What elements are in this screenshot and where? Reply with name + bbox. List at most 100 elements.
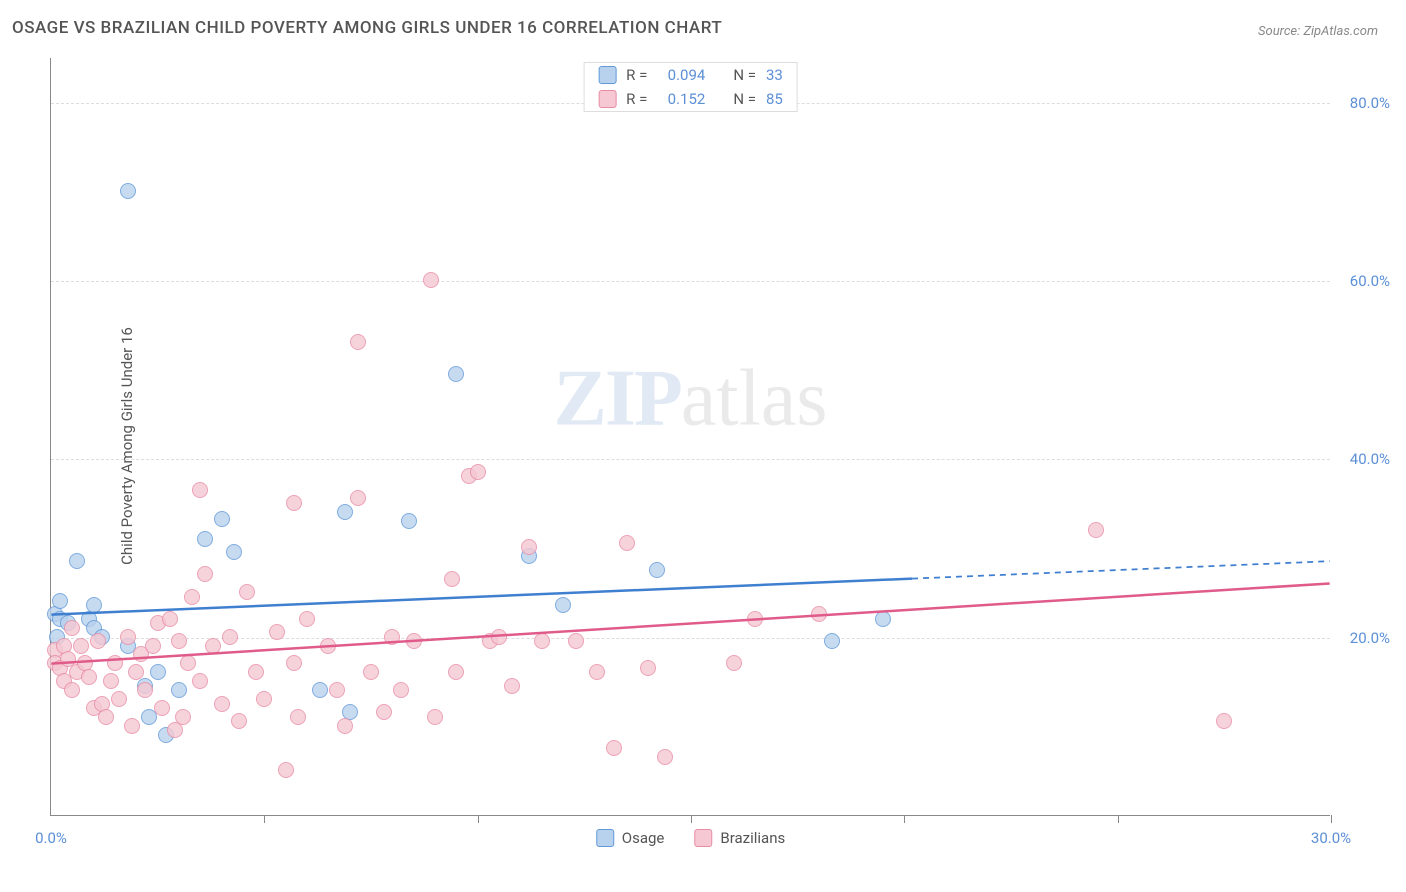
- scatter-point: [875, 611, 891, 627]
- source-name: ZipAtlas.com: [1303, 24, 1378, 39]
- series-legend-item: Brazilians: [694, 829, 785, 847]
- scatter-point: [286, 495, 302, 511]
- scatter-point: [86, 597, 102, 613]
- scatter-point: [205, 638, 221, 654]
- plot-area: ZIPatlas R =0.094N =33R =0.152N =85 Osag…: [50, 58, 1330, 816]
- series-name: Brazilians: [720, 829, 785, 847]
- scatter-point: [120, 629, 136, 645]
- r-value: 0.152: [657, 90, 705, 108]
- scatter-point: [128, 664, 144, 680]
- series-name: Osage: [622, 829, 665, 847]
- scatter-point: [226, 544, 242, 560]
- series-legend: Osage Brazilians: [596, 829, 785, 847]
- scatter-point: [320, 638, 336, 654]
- scatter-point: [521, 539, 537, 555]
- series-legend-item: Osage: [596, 829, 665, 847]
- x-tick: [1118, 815, 1119, 823]
- scatter-point: [619, 535, 635, 551]
- r-label: R =: [626, 66, 647, 84]
- legend-color-chip: [598, 66, 616, 84]
- scatter-point: [448, 366, 464, 382]
- y-tick-label: 20.0%: [1350, 629, 1390, 647]
- r-label: R =: [626, 90, 647, 108]
- source-attribution: Source: ZipAtlas.com: [1258, 24, 1378, 39]
- scatter-point: [214, 696, 230, 712]
- scatter-point: [747, 611, 763, 627]
- scatter-point: [154, 700, 170, 716]
- scatter-point: [180, 655, 196, 671]
- scatter-point: [197, 531, 213, 547]
- stats-legend-row: R =0.152N =85: [584, 87, 797, 111]
- scatter-point: [73, 638, 89, 654]
- x-tick: [904, 815, 905, 823]
- scatter-point: [824, 633, 840, 649]
- scatter-point: [312, 682, 328, 698]
- scatter-point: [649, 562, 665, 578]
- legend-color-chip: [694, 829, 712, 847]
- scatter-point: [470, 464, 486, 480]
- scatter-point: [329, 682, 345, 698]
- scatter-point: [103, 673, 119, 689]
- scatter-point: [81, 669, 97, 685]
- scatter-point: [192, 482, 208, 498]
- scatter-point: [406, 633, 422, 649]
- trend-line-extrapolated: [912, 561, 1330, 578]
- scatter-point: [192, 673, 208, 689]
- scatter-point: [555, 597, 571, 613]
- scatter-point: [427, 709, 443, 725]
- scatter-point: [376, 704, 392, 720]
- scatter-point: [171, 682, 187, 698]
- y-tick-label: 80.0%: [1350, 94, 1390, 112]
- trend-line: [51, 579, 912, 615]
- scatter-point: [444, 571, 460, 587]
- scatter-point: [504, 678, 520, 694]
- y-tick-label: 60.0%: [1350, 272, 1390, 290]
- scatter-point: [384, 629, 400, 645]
- scatter-point: [350, 334, 366, 350]
- scatter-point: [290, 709, 306, 725]
- gridline: [51, 459, 1330, 460]
- scatter-point: [657, 749, 673, 765]
- scatter-point: [231, 713, 247, 729]
- source-prefix: Source:: [1258, 24, 1303, 39]
- scatter-point: [175, 709, 191, 725]
- scatter-point: [278, 762, 294, 778]
- scatter-point: [811, 606, 827, 622]
- scatter-point: [423, 272, 439, 288]
- scatter-point: [534, 633, 550, 649]
- scatter-point: [393, 682, 409, 698]
- legend-color-chip: [596, 829, 614, 847]
- scatter-point: [52, 593, 68, 609]
- scatter-point: [124, 718, 140, 734]
- scatter-point: [337, 718, 353, 734]
- r-value: 0.094: [657, 66, 705, 84]
- scatter-point: [640, 660, 656, 676]
- x-tick-label: 0.0%: [35, 829, 67, 847]
- scatter-point: [162, 611, 178, 627]
- scatter-point: [350, 490, 366, 506]
- stats-legend: R =0.094N =33R =0.152N =85: [583, 62, 798, 112]
- scatter-point: [401, 513, 417, 529]
- watermark-zip: ZIP: [554, 354, 681, 442]
- scatter-point: [248, 664, 264, 680]
- scatter-point: [222, 629, 238, 645]
- x-tick: [1331, 815, 1332, 823]
- scatter-point: [167, 722, 183, 738]
- scatter-point: [64, 620, 80, 636]
- x-tick: [264, 815, 265, 823]
- scatter-point: [448, 664, 464, 680]
- scatter-point: [184, 589, 200, 605]
- scatter-point: [1216, 713, 1232, 729]
- n-label: N =: [733, 66, 756, 84]
- scatter-point: [239, 584, 255, 600]
- scatter-point: [214, 511, 230, 527]
- scatter-point: [491, 629, 507, 645]
- scatter-point: [337, 504, 353, 520]
- x-tick: [478, 815, 479, 823]
- x-tick-label: 30.0%: [1311, 829, 1351, 847]
- scatter-point: [120, 183, 136, 199]
- scatter-point: [269, 624, 285, 640]
- scatter-point: [363, 664, 379, 680]
- scatter-point: [299, 611, 315, 627]
- scatter-point: [286, 655, 302, 671]
